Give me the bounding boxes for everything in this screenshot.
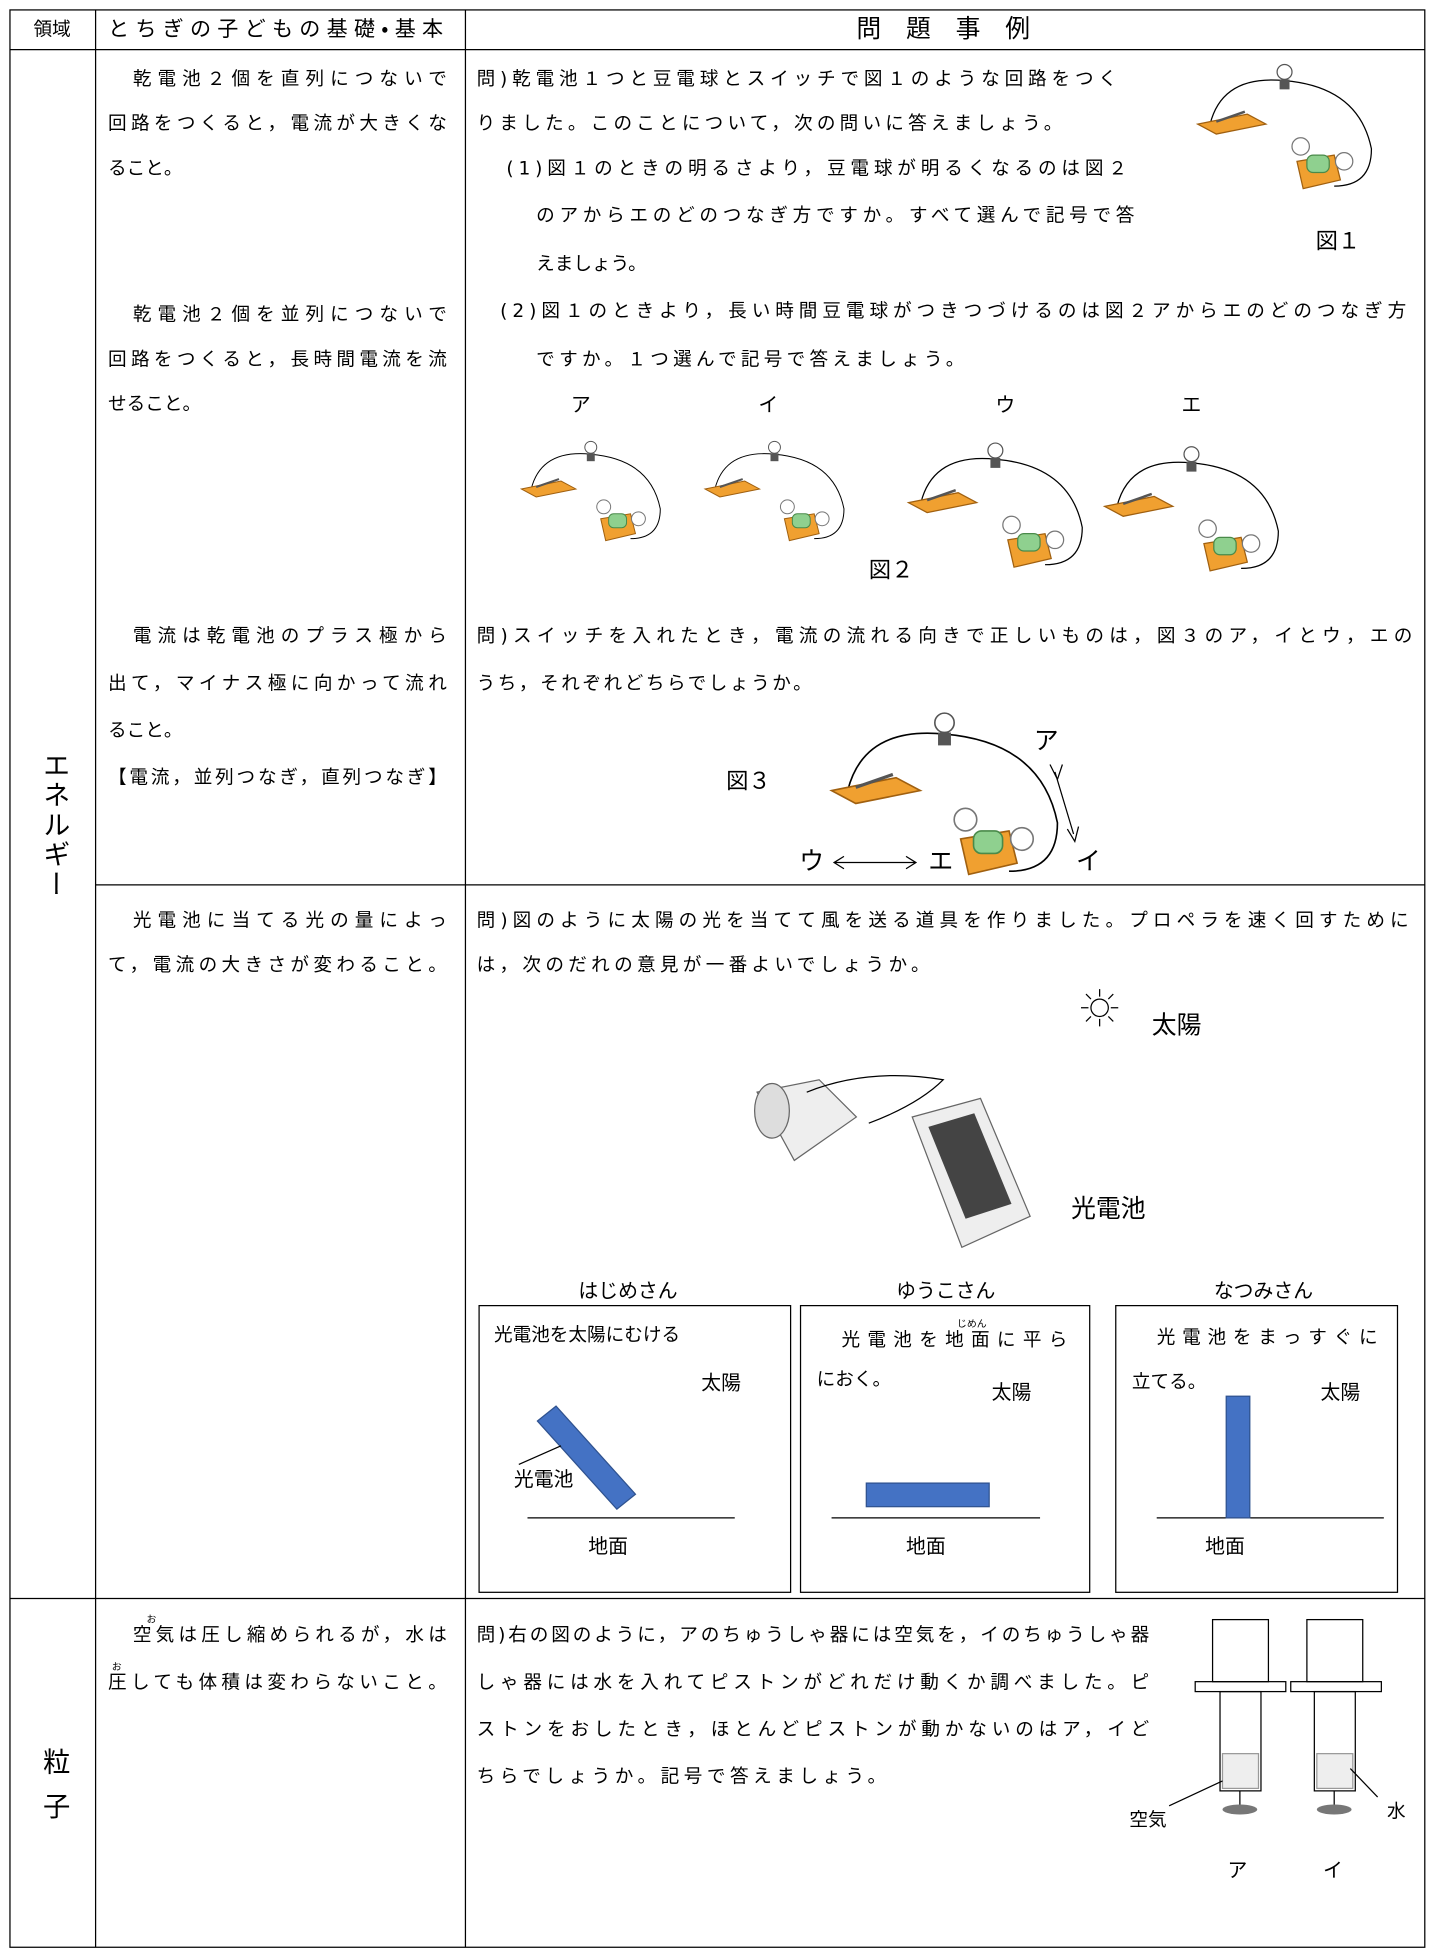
direction-label: ア bbox=[1034, 726, 1059, 755]
opinion-line: 光電池を太陽にむける bbox=[494, 1325, 680, 1346]
direction-label: イ bbox=[1076, 847, 1101, 876]
option-label: ア bbox=[1227, 1859, 1247, 1882]
sun-label: 太陽 bbox=[1321, 1381, 1361, 1404]
sun-icon bbox=[1081, 989, 1119, 1027]
basics-line: せること。 bbox=[108, 394, 201, 415]
domain-label: エネルギー bbox=[38, 751, 69, 900]
basics-line: 空気は圧し縮められるが，水は bbox=[133, 1625, 447, 1646]
domain-label: 粒子 bbox=[38, 1747, 71, 1836]
question-line: ストンをおしたとき，ほとんどピストンが動かないのはア，イど bbox=[477, 1720, 1150, 1741]
opinion-name: はじめさん bbox=[578, 1279, 677, 1302]
furigana: お bbox=[146, 1614, 156, 1626]
question-line: 問)右の図のように，アのちゅうしゃ器には空気を，イのちゅうしゃ器 bbox=[477, 1625, 1150, 1646]
basics-line: 圧しても体積は変わらないこと。 bbox=[108, 1672, 447, 1693]
figure-label: 図１ bbox=[1316, 229, 1361, 255]
header-cell: とちぎの子どもの基礎・基本 bbox=[108, 16, 443, 41]
question-line: しゃ器には水を入れてピストンがどれだけ動くか調べました。ピ bbox=[477, 1672, 1150, 1693]
sun-label: 太陽 bbox=[992, 1381, 1032, 1404]
table-rules bbox=[9, 9, 1426, 1948]
question-line: ですか。１つ選んで記号で答えましょう。 bbox=[536, 349, 964, 370]
direction-label: エ bbox=[928, 847, 953, 876]
sun-label: 太陽 bbox=[1152, 1010, 1202, 1039]
question-line: (2)図１のときより，長い時間豆電球がつきつづけるのは図２アからエのどのつなぎ方 bbox=[500, 301, 1406, 322]
option-label: ア bbox=[571, 393, 591, 416]
question-line: 問)図のように太陽の光を当てて風を送る道具を作りました。プロペラを速く回すために bbox=[477, 910, 1409, 931]
water-label: 水 bbox=[1387, 1801, 1406, 1822]
basics-line: 電流は乾電池のプラス極から bbox=[133, 626, 447, 647]
question-line: は，次のだれの意見が一番よいでしょうか。 bbox=[477, 955, 930, 976]
opinion-boxes bbox=[478, 1304, 1399, 1593]
option-label: イ bbox=[758, 393, 778, 416]
figure-label: 図２ bbox=[869, 557, 914, 583]
solar-cell-label: 光電池 bbox=[1071, 1194, 1145, 1223]
figure-1 bbox=[1196, 63, 1373, 190]
figure-label: 図３ bbox=[726, 768, 771, 794]
header-cell: 領域 bbox=[34, 19, 71, 40]
sun-label: 太陽 bbox=[701, 1371, 741, 1394]
question-line: 問)乾電池１つと豆電球とスイッチで図１のような回路をつく bbox=[477, 69, 1117, 90]
air-label: 空気 bbox=[1129, 1810, 1166, 1831]
ground-label: 地面 bbox=[1205, 1535, 1245, 1558]
direction-label: ウ bbox=[799, 847, 824, 876]
basics-line: 回路をつくると，電流が大きくな bbox=[108, 114, 447, 135]
solar-fan bbox=[753, 1074, 1031, 1249]
syringes bbox=[1168, 1618, 1382, 1815]
figure-2 bbox=[520, 440, 1280, 573]
opinion-line: 光電池をまっすぐに bbox=[1157, 1327, 1378, 1348]
ground-label: 地面 bbox=[906, 1535, 946, 1558]
opinion-line: におく。 bbox=[817, 1370, 891, 1391]
question-line: えましょう。 bbox=[536, 254, 647, 275]
basics-line: て，電流の大きさが変わること。 bbox=[108, 955, 447, 976]
ground-label: 地面 bbox=[588, 1535, 628, 1558]
basics-line: 回路をつくると，長時間電流を流 bbox=[108, 349, 447, 370]
opinion-line: 光電池を地面に平ら bbox=[841, 1330, 1067, 1351]
basics-line: 出て，マイナス極に向かって流れ bbox=[108, 673, 447, 694]
header-cell: 問 題 事 例 bbox=[856, 14, 1030, 43]
opinion-name: ゆうこさん bbox=[896, 1279, 995, 1302]
furigana: じめん bbox=[957, 1318, 987, 1330]
question-line: のアからエのどのつなぎ方ですか。すべて選んで記号で答 bbox=[536, 205, 1135, 226]
option-label: エ bbox=[1182, 393, 1202, 416]
furigana: お bbox=[112, 1661, 122, 1673]
basics-line: 光電池に当てる光の量によっ bbox=[133, 910, 447, 931]
panel-label: 光電池 bbox=[514, 1468, 574, 1491]
basics-line: ること。 bbox=[108, 720, 182, 741]
opinion-name: なつみさん bbox=[1214, 1279, 1313, 1302]
basics-line: 乾電池２個を並列につないで bbox=[133, 305, 447, 326]
option-label: イ bbox=[1323, 1859, 1343, 1882]
basics-line: 【電流，並列つなぎ，直列つなぎ】 bbox=[108, 768, 447, 789]
question-line: うち，それぞれどちらでしょうか。 bbox=[477, 673, 812, 694]
question-line: ちらでしょうか。記号で答えましょう。 bbox=[477, 1767, 887, 1788]
figure-3 bbox=[829, 711, 1080, 877]
question-line: 問)スイッチを入れたとき，電流の流れる向きで正しいものは，図３のア，イとウ，エの bbox=[477, 626, 1413, 647]
option-label: ウ bbox=[995, 393, 1015, 416]
opinion-line: 立てる。 bbox=[1132, 1372, 1206, 1393]
question-line: (1)図１のときの明るさより，豆電球が明るくなるのは図２ bbox=[506, 158, 1127, 179]
basics-line: 乾電池２個を直列につないで bbox=[133, 69, 447, 90]
question-line: りました。このことについて，次の問いに答えましょう。 bbox=[477, 114, 1063, 135]
basics-line: ること。 bbox=[108, 158, 182, 179]
